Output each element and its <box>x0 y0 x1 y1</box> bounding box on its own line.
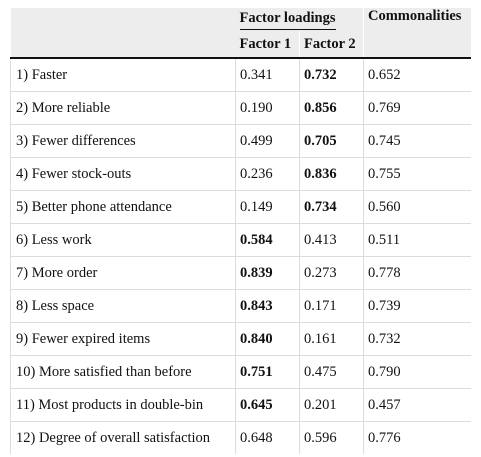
factor-loadings-header: Factor loadings <box>235 8 364 31</box>
item-cell: 5) Better phone attendance <box>10 190 236 224</box>
table-row: 4) Fewer stock-outs 0.236 0.836 0.755 <box>10 157 471 191</box>
item-cell: 9) Fewer expired items <box>10 322 236 356</box>
factor-loadings-label: Factor loadings <box>239 10 336 30</box>
commonality-cell: 0.790 <box>363 355 471 389</box>
commonality-cell: 0.732 <box>363 322 471 356</box>
factor2-cell: 0.273 <box>299 256 364 290</box>
item-cell: 2) More reliable <box>10 91 236 125</box>
table-header: Factor loadings Commonalities Factor 1 F… <box>10 8 471 58</box>
factor2-cell: 0.732 <box>299 58 364 92</box>
table-row: 1) Faster 0.341 0.732 0.652 <box>10 58 471 92</box>
factor2-header: Factor 2 <box>299 31 364 58</box>
factor1-cell: 0.341 <box>235 58 300 92</box>
table-row: 11) Most products in double-bin 0.645 0.20… <box>10 388 471 422</box>
item-cell: 11) Most products in double-bin <box>10 388 236 422</box>
table-row: 6) Less work 0.584 0.413 0.511 <box>10 223 471 257</box>
commonality-cell: 0.778 <box>363 256 471 290</box>
commonality-cell: 0.652 <box>363 58 471 92</box>
item-cell: 1) Faster <box>10 58 236 92</box>
item-cell: 4) Fewer stock-outs <box>10 157 236 191</box>
table-row: 2) More reliable 0.190 0.856 0.769 <box>10 91 471 125</box>
table-body: 1) Faster 0.341 0.732 0.652 2) More reliabl… <box>10 58 471 454</box>
commonality-cell: 0.769 <box>363 91 471 125</box>
factor2-cell: 0.734 <box>299 190 364 224</box>
table-row: 12) Degree of overall satisfaction 0.648 0… <box>10 421 471 454</box>
factor2-cell: 0.171 <box>299 289 364 323</box>
commonality-cell: 0.745 <box>363 124 471 158</box>
table-row: 5) Better phone attendance 0.149 0.734 0.56… <box>10 190 471 224</box>
factor2-cell: 0.836 <box>299 157 364 191</box>
commonality-cell: 0.560 <box>363 190 471 224</box>
item-cell: 8) Less space <box>10 289 236 323</box>
factor1-header: Factor 1 <box>235 31 300 58</box>
item-cell: 7) More order <box>10 256 236 290</box>
table-row: 8) Less space 0.843 0.171 0.739 <box>10 289 471 323</box>
table-row: 10) More satisfied than before 0.751 0.475… <box>10 355 471 389</box>
item-cell: 3) Fewer differences <box>10 124 236 158</box>
header-row-2: Factor 1 Factor 2 <box>10 31 471 58</box>
table-row: 3) Fewer differences 0.499 0.705 0.745 <box>10 124 471 158</box>
header-row-1: Factor loadings Commonalities <box>10 8 471 58</box>
commonality-cell: 0.457 <box>363 388 471 422</box>
factor1-cell: 0.499 <box>235 124 300 158</box>
commonality-cell: 0.776 <box>363 421 471 454</box>
item-cell: 12) Degree of overall satisfaction <box>10 421 236 454</box>
factor2-cell: 0.705 <box>299 124 364 158</box>
factor1-cell: 0.149 <box>235 190 300 224</box>
factor2-cell: 0.596 <box>299 421 364 454</box>
factor-loadings-table: Factor loadings Commonalities Factor 1 F… <box>10 8 471 454</box>
factor1-cell: 0.840 <box>235 322 300 356</box>
factor2-cell: 0.413 <box>299 223 364 257</box>
factor2-cell: 0.475 <box>299 355 364 389</box>
factor1-cell: 0.843 <box>235 289 300 323</box>
item-cell: 10) More satisfied than before <box>10 355 236 389</box>
commonalities-header: Commonalities <box>363 8 471 58</box>
factor1-cell: 0.190 <box>235 91 300 125</box>
header-blank-cell <box>10 8 236 58</box>
factor2-cell: 0.161 <box>299 322 364 356</box>
factor1-cell: 0.648 <box>235 421 300 454</box>
factor1-cell: 0.236 <box>235 157 300 191</box>
factor2-cell: 0.201 <box>299 388 364 422</box>
commonality-cell: 0.739 <box>363 289 471 323</box>
factor1-cell: 0.584 <box>235 223 300 257</box>
factor2-cell: 0.856 <box>299 91 364 125</box>
commonality-cell: 0.755 <box>363 157 471 191</box>
item-cell: 6) Less work <box>10 223 236 257</box>
table-row: 9) Fewer expired items 0.840 0.161 0.732 <box>10 322 471 356</box>
commonality-cell: 0.511 <box>363 223 471 257</box>
factor1-cell: 0.751 <box>235 355 300 389</box>
factor1-cell: 0.839 <box>235 256 300 290</box>
table-row: 7) More order 0.839 0.273 0.778 <box>10 256 471 290</box>
factor1-cell: 0.645 <box>235 388 300 422</box>
